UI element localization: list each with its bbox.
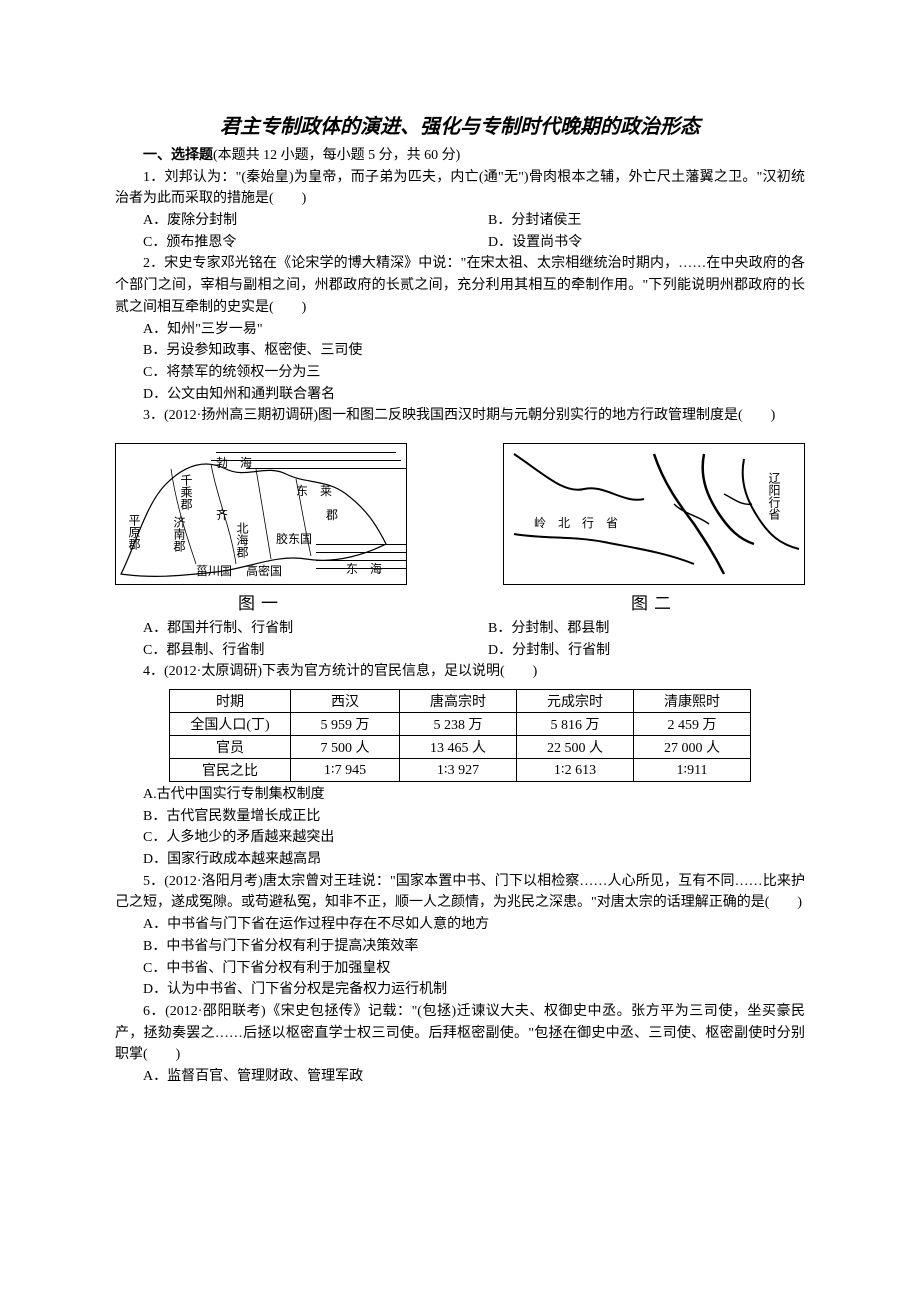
section-1-head-bold: 一、选择题 xyxy=(143,148,213,163)
q4-stem: 4．(2012·太原调研)下表为官方统计的官民信息，足以说明( ) xyxy=(115,661,805,683)
q5-stem: 5．(2012·洛阳月考)唐太宗曾对王珪说："国家本置中书、门下以相检察……人心… xyxy=(115,871,805,914)
q5-opt-b: B．中书省与门下省分权有利于提高决策效率 xyxy=(115,936,805,958)
q3-opt-c: C．郡县制、行省制 xyxy=(115,640,460,662)
figures-row: 平原郡 千乘郡济南郡 勃 海齐北海郡 东 莱郡胶东国高密国菑川国 东 海 图一 岭 北 … xyxy=(115,443,805,614)
table-cell: 1∶3 927 xyxy=(400,759,517,782)
figure-2-label: 图二 xyxy=(503,589,805,614)
table-header-cell: 元成宗时 xyxy=(517,690,634,713)
q3-opt-b: B．分封制、郡县制 xyxy=(460,618,805,640)
q5-opt-d: D．认为中书省、门下省分权是完备权力运行机制 xyxy=(115,979,805,1001)
map-label: 菑川国 xyxy=(196,562,232,579)
q1-opt-b: B．分封诸侯王 xyxy=(460,210,805,232)
table-cell: 官民之比 xyxy=(170,759,291,782)
q3-opt-d: D．分封制、行省制 xyxy=(460,640,805,662)
q3-stem: 3．(2012·扬州高三期初调研)图一和图二反映我国西汉时期与元朝分别实行的地方… xyxy=(115,405,805,427)
table-cell: 5 959 万 xyxy=(291,713,400,736)
section-1-head: 一、选择题(本题共 12 小题，每小题 5 分，共 60 分) xyxy=(115,145,805,167)
q5-opt-a: A．中书省与门下省在运作过程中存在不尽如人意的地方 xyxy=(115,914,805,936)
q5-opt-c: C．中书省、门下省分权有利于加强皇权 xyxy=(115,958,805,980)
map-label: 岭 北 行 省 xyxy=(534,514,618,531)
map-label: 东 莱 xyxy=(296,482,332,499)
q1-opt-d: D．设置尚书令 xyxy=(460,232,805,254)
map-1-box: 平原郡 千乘郡济南郡 勃 海齐北海郡 东 莱郡胶东国高密国菑川国 东 海 xyxy=(115,443,407,585)
section-1-head-rest: (本题共 12 小题，每小题 5 分，共 60 分) xyxy=(213,148,460,163)
q1-opt-c: C．颁布推恩令 xyxy=(115,232,460,254)
q4-opt-a: A.古代中国实行专制集权制度 xyxy=(115,784,805,806)
table-cell: 2 459 万 xyxy=(634,713,751,736)
table-row: 官民之比1∶7 9451∶3 9271∶2 6131∶911 xyxy=(170,759,751,782)
map-label: 齐 xyxy=(216,506,228,523)
q2-stem: 2．宋史专家邓光铭在《论宋学的博大精深》中说："在宋太祖、太宗相继统治时期内，…… xyxy=(115,253,805,318)
table-cell: 全国人口(丁) xyxy=(170,713,291,736)
table-cell: 5 816 万 xyxy=(517,713,634,736)
table-header-cell: 唐高宗时 xyxy=(400,690,517,713)
q1-opt-a: A．废除分封制 xyxy=(115,210,460,232)
table-header-cell: 清康熙时 xyxy=(634,690,751,713)
q6-stem: 6．(2012·邵阳联考)《宋史包拯传》记载："(包拯)迁谏议大夫、权御史中丞。… xyxy=(115,1001,805,1066)
page-title: 君主专制政体的演进、强化与专制时代晚期的政治形态 xyxy=(115,110,805,139)
q2-opt-d: D．公文由知州和通判联合署名 xyxy=(115,384,805,406)
map-label: 高密国 xyxy=(246,562,282,579)
q4-opt-c: C．人多地少的矛盾越来越突出 xyxy=(115,827,805,849)
q2-opt-c: C．将禁军的统领权一分为三 xyxy=(115,362,805,384)
table-row: 全国人口(丁)5 959 万5 238 万5 816 万2 459 万 xyxy=(170,713,751,736)
figure-1: 平原郡 千乘郡济南郡 勃 海齐北海郡 东 莱郡胶东国高密国菑川国 东 海 图一 xyxy=(115,443,407,614)
table-header-cell: 时期 xyxy=(170,690,291,713)
table-cell: 1∶911 xyxy=(634,759,751,782)
table-header-cell: 西汉 xyxy=(291,690,400,713)
map-label: 郡 xyxy=(326,506,338,523)
table-cell: 22 500 人 xyxy=(517,736,634,759)
q4-table: 时期西汉唐高宗时元成宗时清康熙时全国人口(丁)5 959 万5 238 万5 8… xyxy=(169,689,751,782)
table-cell: 1∶2 613 xyxy=(517,759,634,782)
map-label: 辽阳行省 xyxy=(766,472,783,520)
q2-opt-a: A．知州"三岁一易" xyxy=(115,319,805,341)
table-cell: 官员 xyxy=(170,736,291,759)
map-label: 平原郡 xyxy=(126,514,143,550)
map-label: 济南郡 xyxy=(171,516,188,552)
q4-opt-b: B．古代官民数量增长成正比 xyxy=(115,806,805,828)
map-2-box: 岭 北 行 省 辽阳行省 xyxy=(503,443,805,585)
q6-opt-a: A．监督百官、管理财政、管理军政 xyxy=(115,1066,805,1088)
table-cell: 7 500 人 xyxy=(291,736,400,759)
q2-opt-b: B．另设参知政事、枢密使、三司使 xyxy=(115,340,805,362)
q3-opt-a: A．郡国并行制、行省制 xyxy=(115,618,460,640)
q4-opt-d: D．国家行政成本越来越高昂 xyxy=(115,849,805,871)
figure-2: 岭 北 行 省 辽阳行省 图二 xyxy=(503,443,805,614)
table-cell: 1∶7 945 xyxy=(291,759,400,782)
figure-1-label: 图一 xyxy=(115,589,407,614)
map-label: 千乘郡 xyxy=(178,474,195,510)
table-cell: 5 238 万 xyxy=(400,713,517,736)
table-row: 官员7 500 人13 465 人22 500 人27 000 人 xyxy=(170,736,751,759)
table-cell: 13 465 人 xyxy=(400,736,517,759)
map-label: 勃 海 xyxy=(216,454,252,471)
q1-stem: 1．刘邦认为："(秦始皇)为皇帝，而子弟为匹夫，内亡(通"无")骨肉根本之辅，外… xyxy=(115,167,805,210)
map-label: 东 海 xyxy=(346,560,382,577)
table-cell: 27 000 人 xyxy=(634,736,751,759)
map-label: 北海郡 xyxy=(234,522,251,558)
map-label: 胶东国 xyxy=(276,530,312,547)
